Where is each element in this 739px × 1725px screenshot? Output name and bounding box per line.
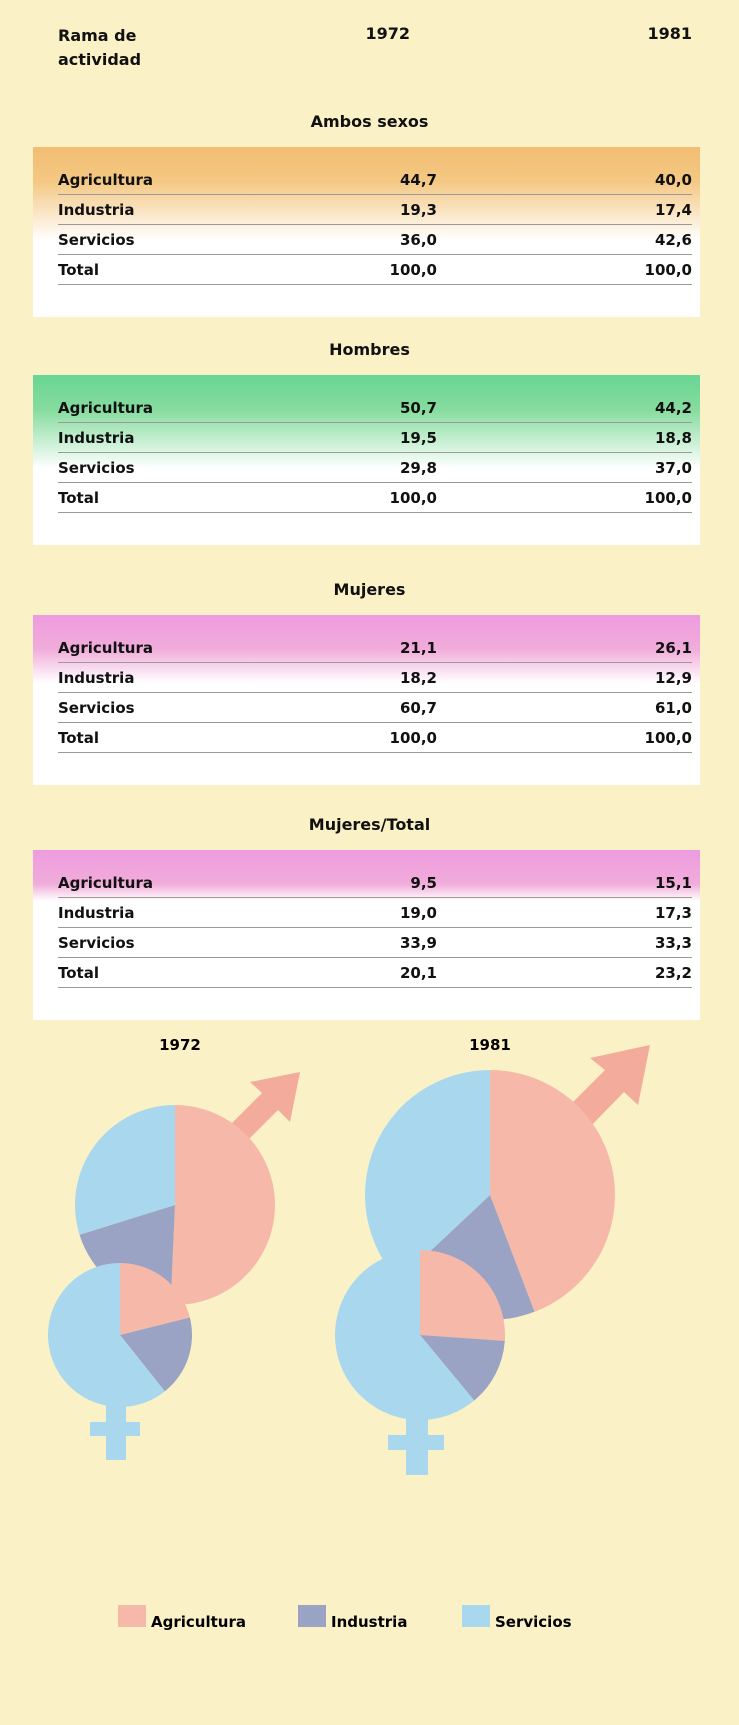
row-label: Total — [58, 729, 99, 747]
row-label: Servicios — [58, 459, 135, 477]
table-value: 18,2 — [400, 669, 437, 687]
chart-title: 1972 — [159, 1036, 201, 1054]
table-value: 26,1 — [655, 639, 692, 657]
table-row: Servicios 60,7 61,0 — [58, 693, 692, 723]
table-value: 100,0 — [645, 489, 692, 507]
table-row: Total 20,1 23,2 — [58, 958, 692, 988]
pie-slice — [171, 1105, 275, 1305]
row-label: Agricultura — [58, 171, 153, 189]
table-value: 19,0 — [400, 904, 437, 922]
table-box: Agricultura 9,5 15,1 Industria 19,0 17,3 Servi… — [33, 850, 700, 1020]
pie-charts: 1972 1981 Agricultura Industria Servicios — [0, 1030, 739, 1725]
table-value: 40,0 — [655, 171, 692, 189]
table-value: 21,1 — [400, 639, 437, 657]
legend-label: Agricultura — [151, 1613, 246, 1631]
row-label: Industria — [58, 201, 134, 219]
table-row: Industria 19,3 17,4 — [58, 195, 692, 225]
section-title: Mujeres/Total — [0, 815, 739, 834]
row-label: Total — [58, 261, 99, 279]
legend-label: Industria — [331, 1613, 407, 1631]
table-row: Agricultura 44,7 40,0 — [58, 165, 692, 195]
legend-swatch — [298, 1605, 326, 1627]
section-title: Ambos sexos — [0, 112, 739, 131]
table-row: Industria 18,2 12,9 — [58, 663, 692, 693]
table-row: Servicios 33,9 33,3 — [58, 928, 692, 958]
table-value: 100,0 — [645, 261, 692, 279]
table-row: Agricultura 50,7 44,2 — [58, 393, 692, 423]
table-value: 33,9 — [400, 934, 437, 952]
table-row: Total 100,0 100,0 — [58, 723, 692, 753]
cross — [388, 1435, 444, 1450]
table-value: 50,7 — [400, 399, 437, 417]
table-value: 9,5 — [410, 874, 437, 892]
table-box: Agricultura 44,7 40,0 Industria 19,3 17,4 Serv… — [33, 147, 700, 317]
table-value: 42,6 — [655, 231, 692, 249]
row-label: Agricultura — [58, 399, 153, 417]
table-value: 15,1 — [655, 874, 692, 892]
page: Rama de actividad 1972 1981 1972 1981 Agri… — [0, 0, 739, 1725]
table-value: 44,7 — [400, 171, 437, 189]
row-label: Total — [58, 964, 99, 982]
table-value: 33,3 — [655, 934, 692, 952]
table-value: 60,7 — [400, 699, 437, 717]
table-value: 23,2 — [655, 964, 692, 982]
table-value: 17,4 — [655, 201, 692, 219]
table-value: 19,5 — [400, 429, 437, 447]
row-label: Servicios — [58, 934, 135, 952]
table-row: Industria 19,5 18,8 — [58, 423, 692, 453]
table-box: Agricultura 21,1 26,1 Industria 18,2 12,9 Serv… — [33, 615, 700, 785]
row-label: Industria — [58, 904, 134, 922]
table-value: 61,0 — [655, 699, 692, 717]
row-label: Industria — [58, 669, 134, 687]
table-value: 18,8 — [655, 429, 692, 447]
legend-label: Servicios — [495, 1613, 572, 1631]
table-row: Total 100,0 100,0 — [58, 255, 692, 285]
table-row: Agricultura 21,1 26,1 — [58, 633, 692, 663]
table-box: Agricultura 50,7 44,2 Industria 19,5 18,8 Serv… — [33, 375, 700, 545]
table-value: 100,0 — [390, 261, 437, 279]
column-header: 1972 — [330, 24, 410, 43]
section-title: Hombres — [0, 340, 739, 359]
table-row: Servicios 36,0 42,6 — [58, 225, 692, 255]
row-label: Agricultura — [58, 874, 153, 892]
table-value: 29,8 — [400, 459, 437, 477]
table-value: 12,9 — [655, 669, 692, 687]
table-row: Servicios 29,8 37,0 — [58, 453, 692, 483]
legend-swatch — [462, 1605, 490, 1627]
table-value: 37,0 — [655, 459, 692, 477]
table-value: 20,1 — [400, 964, 437, 982]
chart-title: 1981 — [469, 1036, 511, 1054]
table-row: Total 100,0 100,0 — [58, 483, 692, 513]
row-label: Servicios — [58, 699, 135, 717]
table-value: 19,3 — [400, 201, 437, 219]
column-header: Rama de actividad — [58, 24, 158, 72]
table-value: 17,3 — [655, 904, 692, 922]
table-value: 100,0 — [390, 729, 437, 747]
row-label: Total — [58, 489, 99, 507]
row-label: Industria — [58, 429, 134, 447]
table-value: 100,0 — [645, 729, 692, 747]
column-header: 1981 — [612, 24, 692, 43]
row-label: Servicios — [58, 231, 135, 249]
table-value: 100,0 — [390, 489, 437, 507]
table-row: Industria 19,0 17,3 — [58, 898, 692, 928]
legend-swatch — [118, 1605, 146, 1627]
section-title: Mujeres — [0, 580, 739, 599]
table-value: 36,0 — [400, 231, 437, 249]
row-label: Agricultura — [58, 639, 153, 657]
table-row: Agricultura 9,5 15,1 — [58, 868, 692, 898]
cross — [90, 1422, 140, 1436]
table-value: 44,2 — [655, 399, 692, 417]
